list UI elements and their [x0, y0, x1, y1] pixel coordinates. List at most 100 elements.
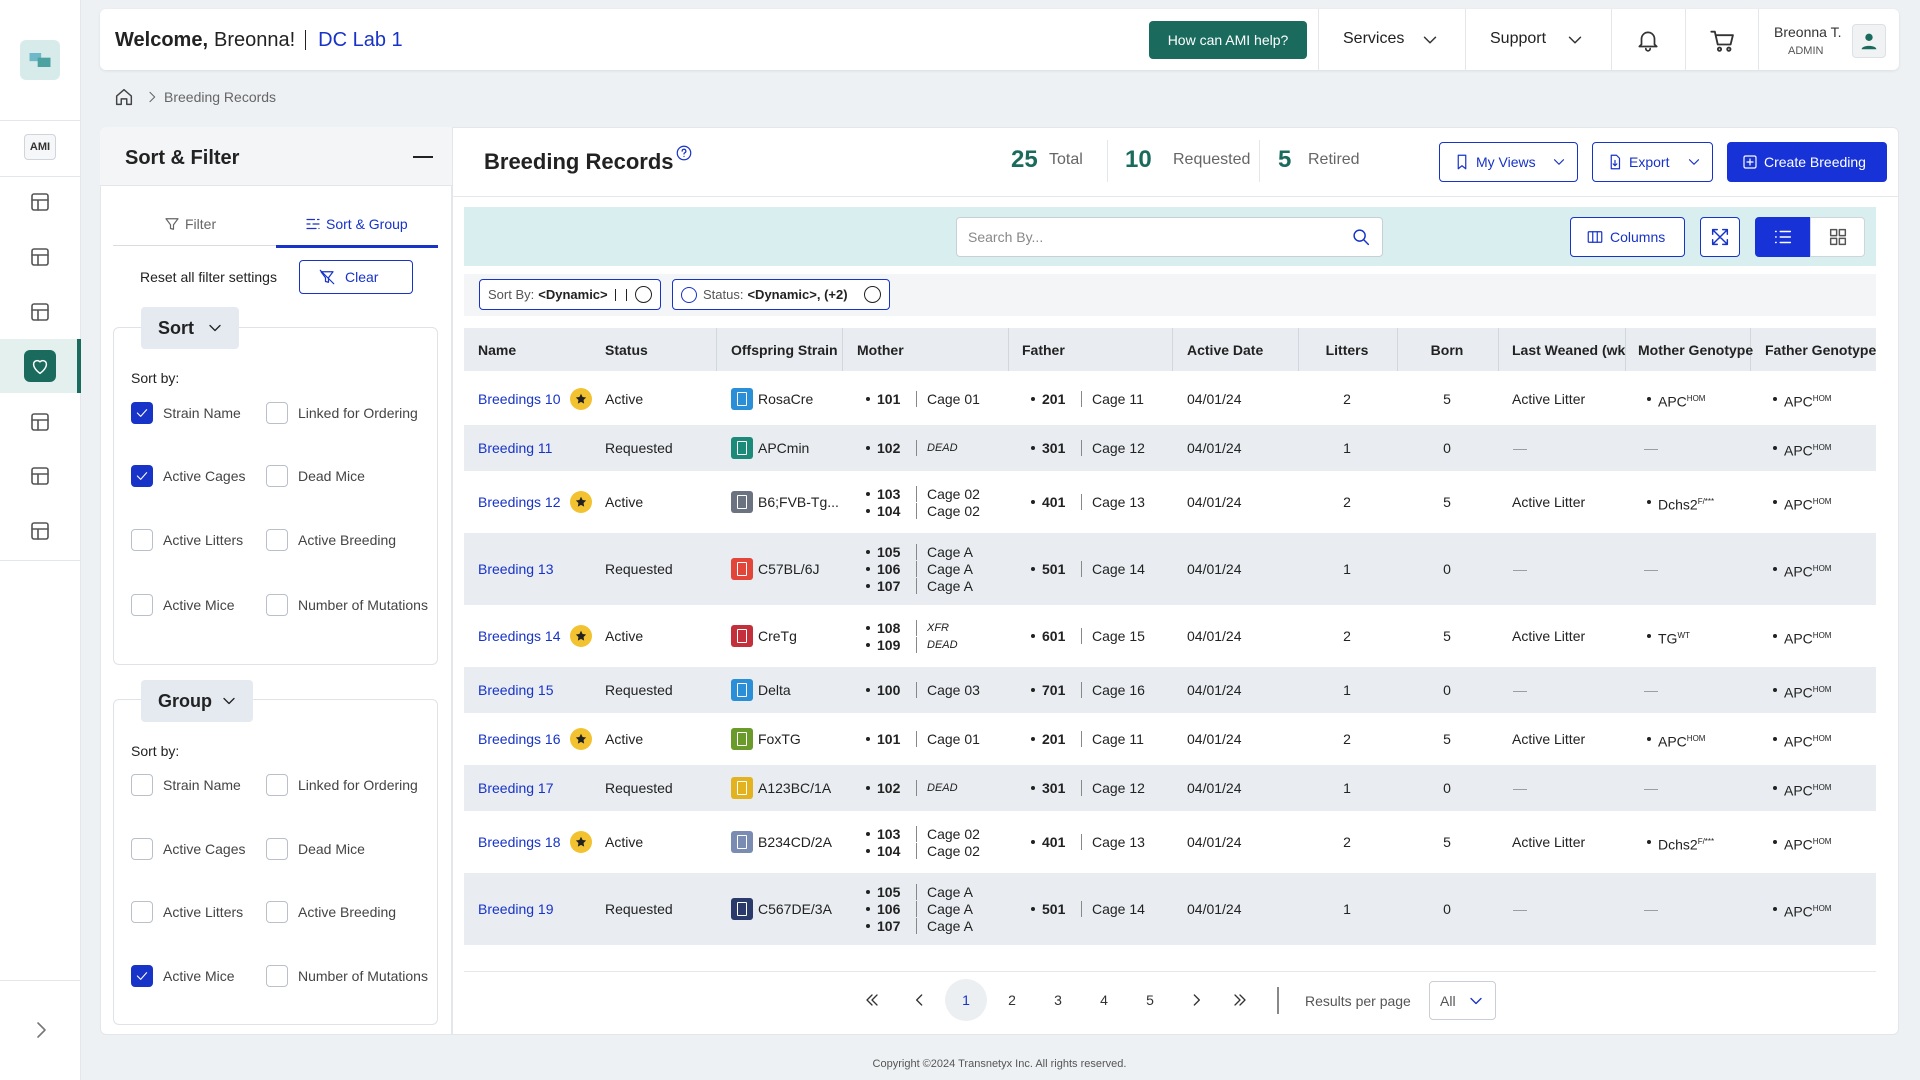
- help-button-label[interactable]: How can AMI help?: [1167, 32, 1289, 48]
- button-chevron[interactable]: [1550, 153, 1568, 171]
- page-number[interactable]: 3: [1054, 992, 1062, 1008]
- option-label[interactable]: Active Cages: [163, 841, 246, 857]
- section-pill[interactable]: [141, 307, 239, 349]
- option-label[interactable]: Active Litters: [163, 904, 244, 920]
- tab-icon[interactable]: [304, 215, 322, 233]
- first-page[interactable]: [862, 990, 882, 1010]
- per-page-select[interactable]: [1429, 981, 1496, 1020]
- remove-chip[interactable]: [864, 286, 881, 303]
- option-label[interactable]: Active Litters: [163, 532, 244, 548]
- search-icon[interactable]: [1350, 226, 1372, 248]
- option-label[interactable]: Dead Mice: [298, 468, 365, 484]
- nav-menu[interactable]: Services: [1343, 30, 1405, 47]
- expand-sidebar[interactable]: [29, 1018, 53, 1042]
- page-number[interactable]: 4: [1100, 992, 1108, 1008]
- remove-chip[interactable]: [635, 286, 652, 303]
- tab-icon[interactable]: [163, 215, 181, 233]
- tab-label[interactable]: Filter: [185, 216, 217, 232]
- option-label[interactable]: Active Mice: [163, 597, 235, 613]
- toolbar-button[interactable]: [1592, 142, 1713, 182]
- option-label[interactable]: Active Mice: [163, 968, 235, 984]
- filter-chip[interactable]: Status: <Dynamic>, (+2): [672, 279, 890, 310]
- button-icon[interactable]: [1606, 153, 1624, 171]
- nav-icon[interactable]: [28, 464, 52, 488]
- section-title[interactable]: Group: [158, 691, 212, 711]
- cart[interactable]: [1709, 27, 1737, 55]
- lab-name[interactable]: DC Lab 1: [318, 29, 403, 51]
- option-label[interactable]: Dead Mice: [298, 841, 365, 857]
- per-page-value[interactable]: All: [1440, 993, 1456, 1009]
- clear-label[interactable]: Clear: [345, 269, 379, 285]
- option-label[interactable]: Strain Name: [163, 777, 241, 793]
- columns-button[interactable]: [1570, 217, 1685, 257]
- checkbox[interactable]: [131, 965, 153, 987]
- button-label[interactable]: My Views: [1476, 154, 1536, 170]
- fullscreen-icon[interactable]: [1709, 226, 1731, 248]
- help-button[interactable]: [1149, 21, 1307, 59]
- section-title[interactable]: Sort: [158, 318, 194, 338]
- option-label[interactable]: Active Breeding: [298, 904, 397, 920]
- ami-label[interactable]: AMI: [29, 141, 51, 153]
- button-icon[interactable]: [1453, 153, 1471, 171]
- page-number[interactable]: 1: [962, 992, 970, 1008]
- button-chevron[interactable]: [1685, 153, 1703, 171]
- checkbox[interactable]: [131, 529, 153, 551]
- section-chevron[interactable]: [219, 691, 239, 711]
- section-pill[interactable]: [141, 680, 253, 722]
- option-label[interactable]: Strain Name: [163, 405, 241, 421]
- button-label[interactable]: Create Breeding: [1764, 154, 1866, 170]
- option-label[interactable]: Linked for Ordering: [298, 777, 418, 793]
- page-number[interactable]: 5: [1146, 992, 1154, 1008]
- toolbar-button[interactable]: [1439, 142, 1578, 182]
- nav-icon[interactable]: [28, 190, 52, 214]
- nav-icon[interactable]: [28, 245, 52, 269]
- checkbox[interactable]: [131, 774, 153, 796]
- nav-chevron[interactable]: [1564, 29, 1586, 51]
- button-icon[interactable]: [1741, 153, 1759, 171]
- list-icon[interactable]: [1772, 226, 1794, 248]
- next-page[interactable]: [1186, 990, 1206, 1010]
- checkbox[interactable]: [266, 901, 288, 923]
- checkbox[interactable]: [266, 774, 288, 796]
- clear-button[interactable]: [299, 260, 413, 294]
- checkbox[interactable]: [131, 838, 153, 860]
- home-icon[interactable]: [113, 86, 135, 108]
- nav-menu[interactable]: Support: [1490, 30, 1547, 47]
- columns-label[interactable]: Columns: [1610, 229, 1666, 245]
- option-label[interactable]: Linked for Ordering: [298, 405, 418, 421]
- checkbox[interactable]: [266, 965, 288, 987]
- page-number[interactable]: 2: [1008, 992, 1016, 1008]
- nav-chevron[interactable]: [1419, 29, 1441, 51]
- prev-page[interactable]: [910, 990, 930, 1010]
- clear-icon[interactable]: [318, 268, 336, 286]
- section-chevron[interactable]: [205, 318, 225, 338]
- checkbox[interactable]: [266, 594, 288, 616]
- filter-chip[interactable]: Sort By: <Dynamic>: [479, 279, 661, 310]
- per-page-chevron[interactable]: [1466, 991, 1486, 1011]
- option-label[interactable]: Number of Mutations: [298, 597, 428, 613]
- checkbox[interactable]: [131, 594, 153, 616]
- option-label[interactable]: Number of Mutations: [298, 968, 428, 984]
- checkbox[interactable]: [131, 465, 153, 487]
- option-label[interactable]: Active Cages: [163, 468, 246, 484]
- search-box[interactable]: [956, 217, 1383, 257]
- collapse-button[interactable]: [413, 156, 433, 158]
- grid-icon[interactable]: [1827, 226, 1849, 248]
- option-label[interactable]: Active Breeding: [298, 532, 397, 548]
- checkbox[interactable]: [266, 529, 288, 551]
- nav-icon[interactable]: [28, 410, 52, 434]
- button-label[interactable]: Export: [1629, 154, 1670, 170]
- checkbox[interactable]: [131, 402, 153, 424]
- last-page[interactable]: [1230, 990, 1250, 1010]
- grid-view-button[interactable]: [1810, 217, 1865, 257]
- toolbar-button[interactable]: [1727, 142, 1887, 182]
- checkbox[interactable]: [266, 838, 288, 860]
- columns-icon[interactable]: [1586, 228, 1604, 246]
- tab-label[interactable]: Sort & Group: [326, 216, 408, 232]
- checkbox[interactable]: [266, 402, 288, 424]
- nav-icon[interactable]: [28, 300, 52, 324]
- notifications[interactable]: [1635, 27, 1661, 53]
- search-placeholder[interactable]: Search By...: [968, 229, 1044, 245]
- checkbox[interactable]: [131, 901, 153, 923]
- help-icon[interactable]: [675, 144, 693, 162]
